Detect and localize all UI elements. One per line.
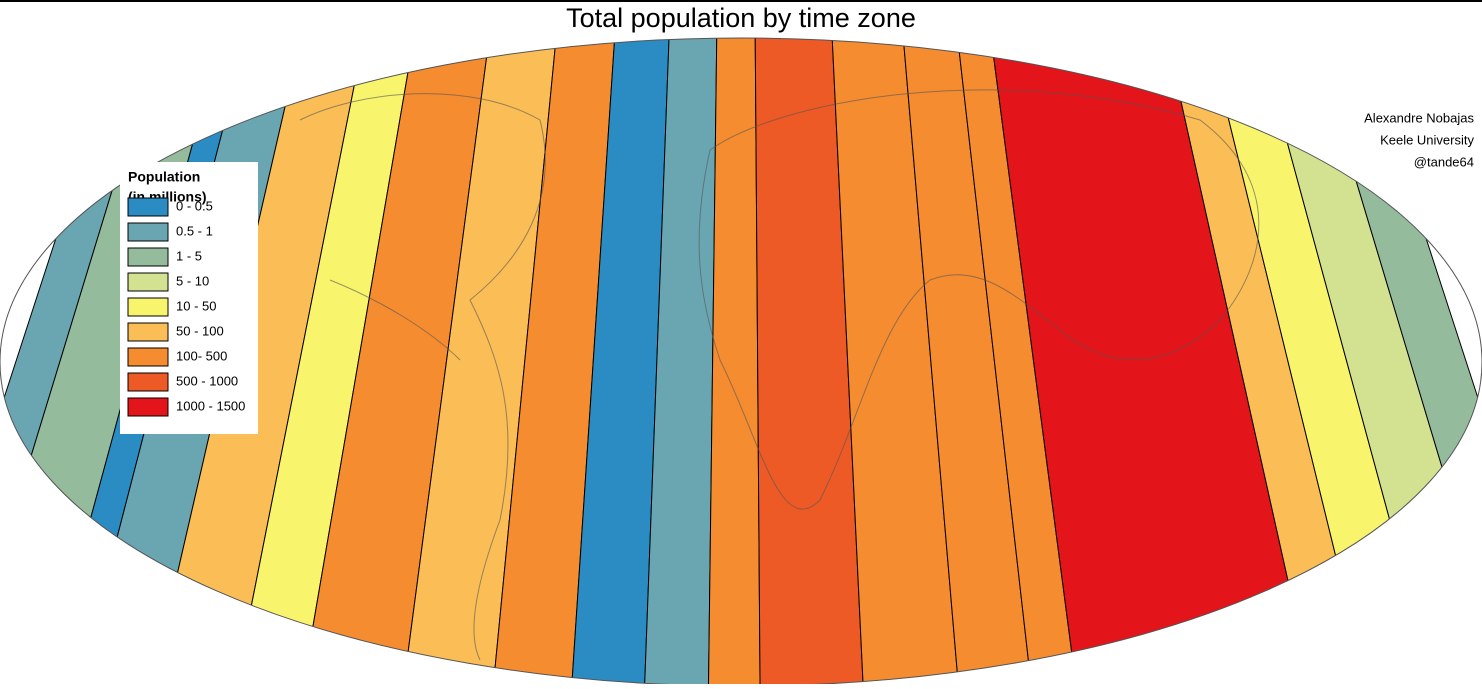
- legend-swatch: [127, 297, 169, 317]
- legend-label: 1 - 5: [176, 248, 202, 263]
- legend-label: 500 - 1000: [176, 373, 238, 388]
- time-zone-band: [301, 38, 491, 686]
- time-zone-band: [234, 38, 416, 686]
- land-outline: [299, 89, 1260, 661]
- credit-line: @tande64: [1414, 154, 1474, 169]
- legend-swatch: [127, 372, 169, 392]
- credits: Alexandre Nobajas Keele University @tand…: [1364, 110, 1474, 169]
- legend-swatch: [127, 222, 169, 242]
- legend-swatch: [127, 347, 169, 367]
- legend-label: 5 - 10: [176, 273, 209, 288]
- legend-swatch: [127, 197, 169, 217]
- legend-label: 0 - 0.5: [176, 198, 213, 213]
- time-zone-band: [492, 38, 616, 686]
- legend-swatch: [127, 397, 169, 417]
- time-zone-band: [956, 38, 1078, 686]
- time-zone-band: [1164, 38, 1370, 686]
- time-zone-band: [707, 38, 761, 686]
- time-zone-band: [570, 38, 670, 686]
- legend-swatch: [127, 322, 169, 342]
- legend-label: 50 - 100: [176, 323, 224, 338]
- time-zone-band: [754, 38, 864, 686]
- legend-swatch: [127, 272, 169, 292]
- legend-label: 0.5 - 1: [176, 223, 213, 238]
- credit-line: Alexandre Nobajas: [1364, 110, 1474, 125]
- legend-title: Population: [128, 169, 200, 185]
- credit-line: Keele University: [1380, 132, 1474, 147]
- time-zone-band: [902, 38, 1033, 686]
- map-title: Total population by time zone: [566, 3, 916, 33]
- legend-label: 100- 500: [176, 348, 227, 363]
- legend: Population (in millions) 0 - 0.50.5 - 11…: [120, 162, 258, 434]
- time-zone-band: [643, 38, 718, 686]
- legend-label: 10 - 50: [176, 298, 216, 313]
- legend-swatch: [127, 247, 169, 267]
- time-zone-band: [989, 38, 1314, 686]
- time-zone-band: [1206, 38, 1437, 686]
- time-zone-band: [402, 38, 558, 686]
- time-zone-band: [831, 38, 960, 686]
- legend-label: 1000 - 1500: [176, 398, 245, 413]
